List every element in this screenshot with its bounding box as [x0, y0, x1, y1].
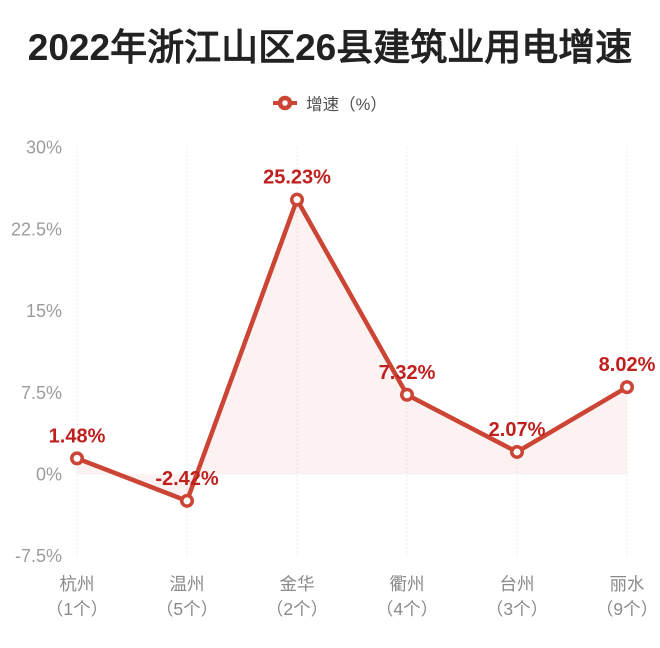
data-point-value-label: 2.07% — [489, 419, 546, 441]
x-axis-category-label: 温州 — [170, 574, 205, 594]
legend-ring-glyph — [277, 95, 293, 111]
y-axis-tick-label: 30% — [26, 138, 62, 158]
y-axis-tick-label: 22.5% — [11, 219, 62, 239]
x-axis-category-label: 衢州 — [390, 574, 425, 594]
data-point-value-label: -2.42% — [155, 468, 219, 490]
x-axis-category-label: 金华 — [280, 574, 315, 594]
legend-item-growth-rate[interactable]: 增速（%） — [0, 91, 660, 115]
x-axis-category-sublabel: （1个） — [46, 599, 108, 619]
y-axis-tick-label: 15% — [26, 301, 62, 321]
x-axis-category-sublabel: （9个） — [596, 599, 658, 619]
data-point-marker[interactable] — [290, 192, 304, 207]
x-axis-category-label: 杭州 — [60, 574, 95, 594]
data-point-value-label: 8.02% — [599, 354, 656, 376]
x-axis-category-label: 丽水 — [610, 574, 645, 594]
chart-title: 2022年浙江山区26县建筑业用电增速 — [27, 27, 633, 68]
data-point-value-label: 1.48% — [49, 425, 106, 447]
data-point-marker[interactable] — [510, 444, 524, 459]
y-axis-tick-label: -7.5% — [15, 546, 62, 566]
data-point-value-label: 25.23% — [263, 167, 331, 189]
x-axis-category-sublabel: （4个） — [376, 599, 438, 619]
x-axis-category-sublabel: （5个） — [156, 599, 218, 619]
y-axis-tick-label: 0% — [36, 465, 62, 485]
data-point-marker[interactable] — [400, 387, 414, 402]
line-series-legend-icon — [273, 95, 298, 111]
x-axis-category-sublabel: （2个） — [266, 599, 328, 619]
series-area-fill — [77, 199, 627, 501]
legend-label: 增速（%） — [306, 96, 387, 114]
data-point-marker[interactable] — [180, 493, 194, 508]
data-point-marker[interactable] — [620, 380, 634, 395]
x-axis-category-sublabel: （3个） — [486, 599, 548, 619]
series-line — [74, 197, 630, 504]
data-point-value-label: 7.32% — [379, 362, 436, 384]
data-point-marker[interactable] — [70, 451, 84, 466]
y-axis-tick-label: 7.5% — [21, 383, 62, 403]
x-axis-category-label: 台州 — [500, 574, 535, 594]
